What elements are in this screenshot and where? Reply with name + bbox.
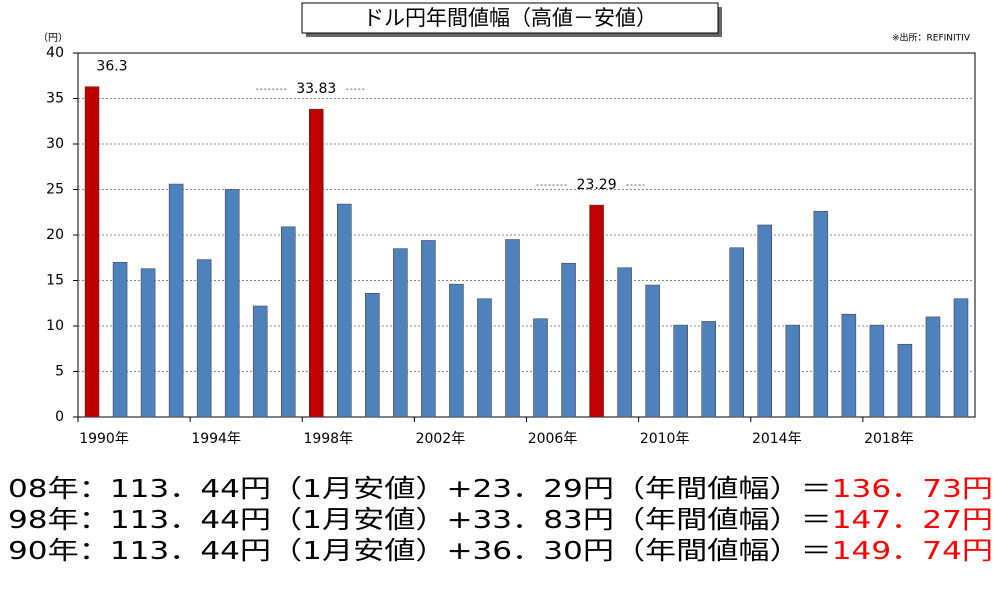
y-tick-label: 5: [55, 364, 64, 380]
data-label: 36.3: [96, 59, 127, 75]
bar: [757, 224, 773, 418]
x-tick-label: 2002年: [416, 431, 466, 447]
note-result: 147．27円: [832, 505, 993, 534]
bar: [561, 262, 576, 418]
bar: [168, 183, 184, 418]
bar: [645, 284, 660, 418]
note-result: 136．73円: [832, 474, 993, 503]
bar: [449, 283, 464, 418]
bar: [252, 305, 268, 418]
y-tick-label: 20: [46, 227, 64, 243]
data-label: 33.83: [296, 81, 336, 97]
note-result: 149．74円: [832, 536, 993, 565]
y-tick-label: 30: [46, 136, 64, 152]
bar: [280, 226, 296, 418]
bar: [196, 259, 212, 418]
bar: [729, 247, 744, 418]
x-tick-label: 2014年: [752, 431, 802, 447]
bar: [112, 262, 128, 418]
bar: [897, 343, 913, 418]
y-tick-label: 25: [46, 182, 64, 198]
bar: [393, 248, 408, 418]
y-tick-label: 35: [46, 91, 64, 107]
source: ※出所：REFINITIV: [892, 32, 971, 44]
note-line: 98年：113．44円（1月安値）+33．83円（年間値幅）＝ 147．27円: [8, 505, 993, 534]
x-tick-label: 2010年: [640, 431, 690, 447]
y-tick-label: 10: [46, 318, 64, 334]
bar: [841, 313, 857, 418]
bar: [477, 298, 492, 418]
x-tick-label: 1998年: [303, 431, 353, 447]
bar: [953, 298, 969, 418]
x-tick-label: 2006年: [528, 431, 578, 447]
bar: [673, 324, 688, 418]
bar: [869, 324, 885, 418]
bar: [224, 189, 240, 418]
bar: [337, 203, 352, 418]
bar: [617, 267, 632, 418]
bar: [140, 268, 156, 418]
note-text: 98年：113．44円（1月安値）+33．83円（年間値幅）＝: [8, 505, 832, 534]
x-tick-label: 1994年: [191, 431, 241, 447]
x-tick-label: 2018年: [864, 431, 914, 447]
note-text: 08年：113．44円（1月安値）+23．29円（年間値幅）＝: [8, 474, 832, 503]
note-line: 90年：113．44円（1月安値）+36．30円（年間値幅）＝ 149．74円: [8, 536, 993, 565]
bar: [813, 211, 829, 418]
bar: [925, 316, 941, 418]
bar: [84, 86, 100, 418]
note-text: 90年：113．44円（1月安値）+36．30円（年間値幅）＝: [8, 536, 832, 565]
y-tick-label: 40: [46, 45, 64, 61]
bar: [589, 204, 604, 418]
x-tick-label: 1990年: [79, 431, 129, 447]
bar: [309, 108, 324, 418]
bar: [701, 321, 716, 418]
bar: [533, 318, 548, 418]
chart-title: ドル円年間値幅（高値－安値）: [363, 6, 657, 30]
data-label: 23.29: [577, 177, 617, 193]
y-tick-label: 0: [55, 409, 64, 425]
bar: [365, 292, 380, 418]
y-tick-label: 15: [46, 273, 64, 289]
bar: [421, 240, 436, 418]
note-line: 08年：113．44円（1月安値）+23．29円（年間値幅）＝ 136．73円: [8, 474, 993, 503]
bar: [505, 239, 520, 418]
title-box: [301, 2, 719, 34]
y-unit: （円）: [38, 32, 68, 44]
bar: [785, 324, 801, 418]
